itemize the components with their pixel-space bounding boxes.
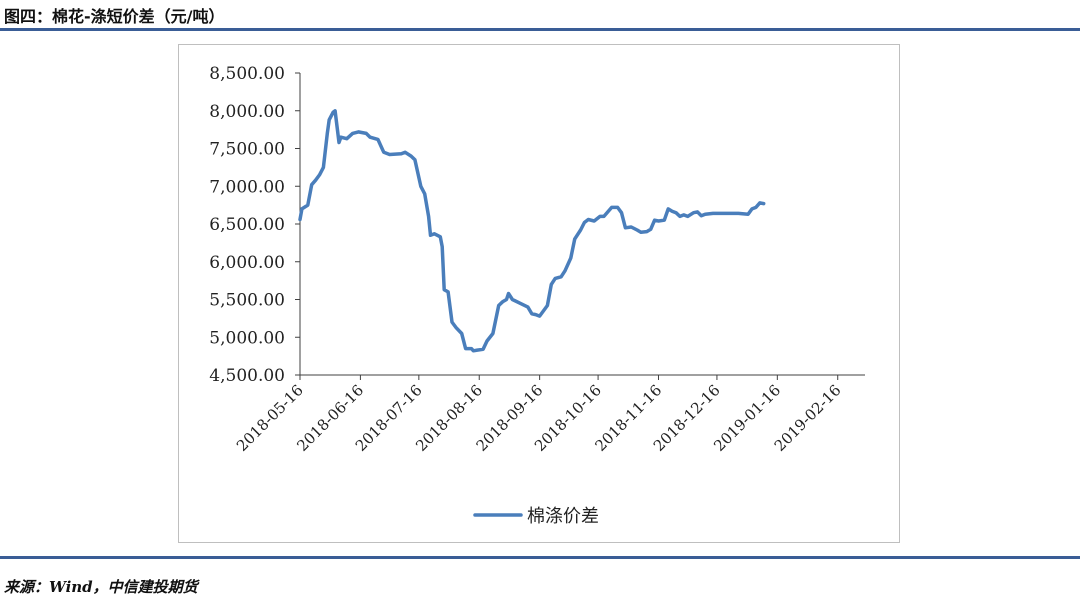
y-tick-label: 8,000.00: [209, 102, 285, 122]
y-tick-label: 5,000.00: [209, 328, 285, 348]
legend: 棉涤价差: [473, 506, 599, 527]
figure-title: 图四：棉花-涤短价差（元/吨）: [4, 7, 225, 26]
y-tick-label: 8,500.00: [209, 64, 285, 84]
source-note: 来源：Wind，中信建投期货: [4, 578, 198, 596]
y-tick-label: 6,500.00: [209, 215, 285, 235]
y-tick-label: 5,500.00: [209, 291, 285, 311]
top-rule: [0, 28, 1080, 31]
y-axis: 4,500.00 5,000.00 5,500.00 6,000.00 6,500.00…: [209, 64, 301, 386]
series-line: [298, 109, 766, 353]
series-group: [298, 109, 766, 353]
legend-label: 棉涤价差: [527, 506, 599, 527]
x-axis: 2018-05-162018-06-162018-07-162018-08-16…: [233, 374, 865, 455]
y-tick-label: 6,000.00: [209, 253, 285, 273]
y-tick-label: 7,500.00: [209, 140, 285, 160]
chart-frame: 4,500.00 5,000.00 5,500.00 6,000.00 6,500.00…: [178, 44, 900, 543]
y-tick-label: 4,500.00: [209, 366, 285, 386]
bottom-rule: [0, 556, 1080, 559]
line-chart: 4,500.00 5,000.00 5,500.00 6,000.00 6,500.00…: [209, 64, 865, 527]
y-tick-label: 7,000.00: [209, 177, 285, 197]
